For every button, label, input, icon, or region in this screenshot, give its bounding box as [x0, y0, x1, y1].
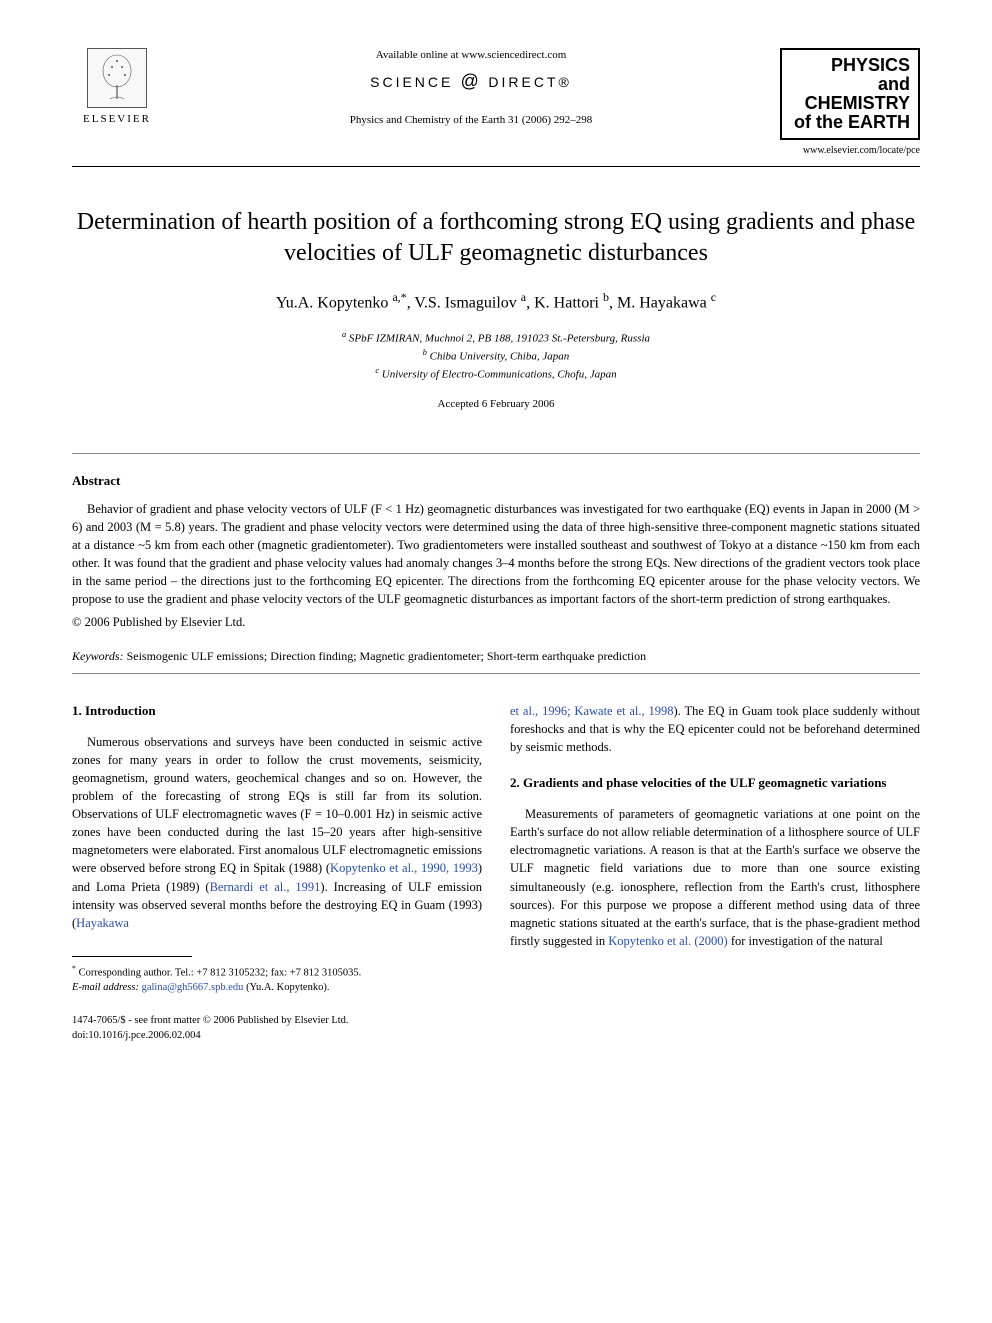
affiliation-a: a SPbF IZMIRAN, Muchnoi 2, PB 188, 19102… — [72, 329, 920, 347]
article-footer: 1474-7065/$ - see front matter © 2006 Pu… — [72, 1014, 482, 1043]
authors-line: Yu.A. Kopytenko a,*, V.S. Ismaguilov a, … — [72, 289, 920, 315]
journal-url: www.elsevier.com/locate/pce — [780, 144, 920, 158]
affiliation-b: b Chiba University, Chiba, Japan — [72, 347, 920, 365]
keywords-text: Seismogenic ULF emissions; Direction fin… — [124, 649, 647, 663]
journal-reference: Physics and Chemistry of the Earth 31 (2… — [182, 113, 760, 128]
journal-title-box: PHYSICS and CHEMISTRY of the EARTH — [780, 48, 920, 140]
journal-box-line3: of the EARTH — [790, 113, 910, 132]
abstract-top-rule — [72, 453, 920, 454]
center-header: Available online at www.sciencedirect.co… — [162, 48, 780, 128]
elsevier-tree-icon — [87, 48, 147, 108]
right-column: et al., 1996; Kawate et al., 1998). The … — [510, 702, 920, 1043]
citation-link[interactable]: et al., 1996; Kawate et al., 1998 — [510, 704, 674, 718]
section2-heading: 2. Gradients and phase velocities of the… — [510, 774, 920, 793]
section1-heading: 1. Introduction — [72, 702, 482, 721]
section1-paragraph: Numerous observations and surveys have b… — [72, 733, 482, 932]
abstract-bottom-rule — [72, 673, 920, 674]
header-rule — [72, 166, 920, 167]
body-columns: 1. Introduction Numerous observations an… — [72, 702, 920, 1043]
journal-box-line2: and CHEMISTRY — [790, 75, 910, 113]
section1-continuation: et al., 1996; Kawate et al., 1998). The … — [510, 702, 920, 756]
footnote-rule — [72, 956, 192, 957]
affiliation-c: c University of Electro-Communications, … — [72, 365, 920, 383]
citation-link[interactable]: Kopytenko et al., 1990, 1993 — [330, 861, 478, 875]
article-title: Determination of hearth position of a fo… — [72, 207, 920, 269]
sciencedirect-left: SCIENCE — [370, 74, 453, 90]
citation-link[interactable]: Bernardi et al., 1991 — [210, 880, 321, 894]
journal-box-line1: PHYSICS — [790, 56, 910, 75]
keywords-line: Keywords: Seismogenic ULF emissions; Dir… — [72, 648, 920, 665]
abstract-body: Behavior of gradient and phase velocity … — [72, 500, 920, 609]
paper-header: ELSEVIER Available online at www.science… — [72, 48, 920, 158]
elsevier-name: ELSEVIER — [83, 112, 151, 127]
citation-link[interactable]: Hayakawa — [76, 916, 129, 930]
publisher-logo: ELSEVIER — [72, 48, 162, 127]
section2-paragraph: Measurements of parameters of geomagneti… — [510, 805, 920, 950]
front-matter-line: 1474-7065/$ - see front matter © 2006 Pu… — [72, 1014, 482, 1029]
abstract-copyright: © 2006 Published by Elsevier Ltd. — [72, 614, 920, 632]
sciencedirect-logo: SCIENCE @ DIRECT® — [182, 69, 760, 94]
doi-line: doi:10.1016/j.pce.2006.02.004 — [72, 1029, 482, 1044]
abstract-heading: Abstract — [72, 472, 920, 490]
corresponding-author-footnote: * Corresponding author. Tel.: +7 812 310… — [72, 963, 482, 996]
left-column: 1. Introduction Numerous observations an… — [72, 702, 482, 1043]
sciencedirect-at-icon: @ — [460, 71, 481, 91]
accepted-date: Accepted 6 February 2006 — [72, 397, 920, 412]
email-label: E-mail address: — [72, 982, 139, 993]
keywords-label: Keywords: — [72, 649, 124, 663]
sciencedirect-right: DIRECT® — [488, 74, 571, 90]
available-online-text: Available online at www.sciencedirect.co… — [182, 48, 760, 63]
affiliations: a SPbF IZMIRAN, Muchnoi 2, PB 188, 19102… — [72, 329, 920, 383]
email-link[interactable]: galina@gh5667.spb.edu — [139, 982, 246, 993]
journal-logo-block: PHYSICS and CHEMISTRY of the EARTH www.e… — [780, 48, 920, 158]
citation-link[interactable]: Kopytenko et al. (2000) — [608, 934, 727, 948]
